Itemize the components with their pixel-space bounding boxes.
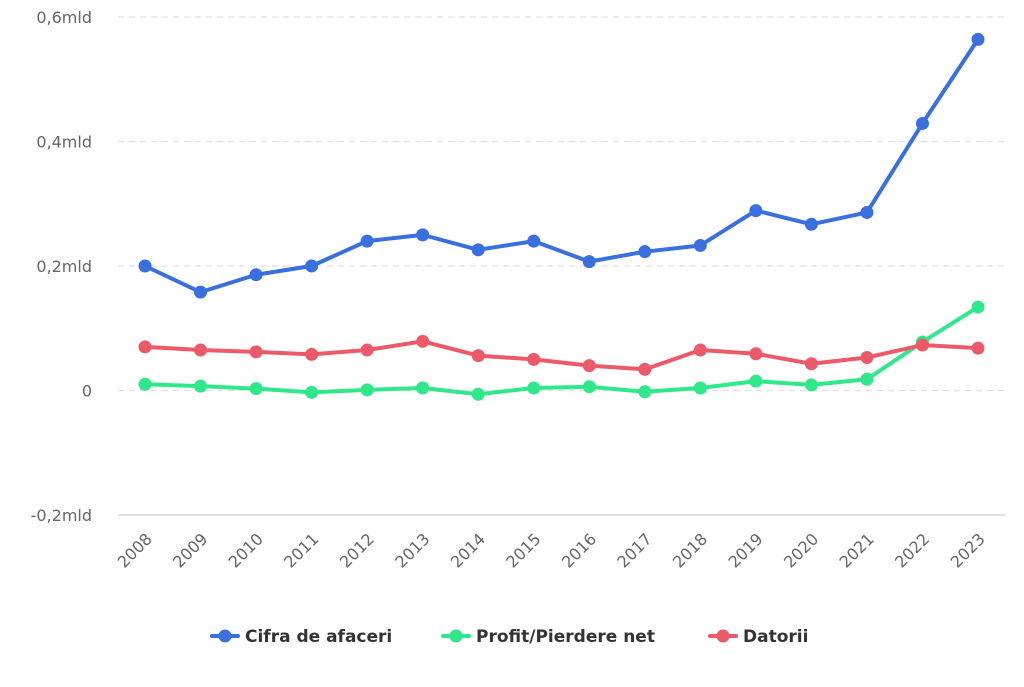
data-point[interactable] xyxy=(138,340,152,354)
data-point[interactable] xyxy=(860,372,874,386)
data-point[interactable] xyxy=(138,377,152,391)
legend: Cifra de afaceri Profit/Pierdere net Dator… xyxy=(210,627,808,647)
data-point[interactable] xyxy=(471,387,485,401)
series-line xyxy=(143,305,980,397)
x-tick-label: 2011 xyxy=(280,529,322,571)
legend-label: Cifra de afaceri xyxy=(245,627,392,647)
grid-layer xyxy=(118,16,1005,516)
series-line xyxy=(143,339,980,372)
data-point[interactable] xyxy=(305,347,319,361)
x-tick-label: 2017 xyxy=(613,529,655,571)
data-point[interactable] xyxy=(194,285,208,299)
x-tick-label: 2018 xyxy=(669,529,711,571)
data-point[interactable] xyxy=(693,238,707,252)
data-point[interactable] xyxy=(638,385,652,399)
y-tick-label: 0,6mld xyxy=(36,8,92,27)
data-point[interactable] xyxy=(416,334,430,348)
data-point[interactable] xyxy=(360,234,374,248)
y-tick-label: -0,2mld xyxy=(31,506,92,525)
data-point[interactable] xyxy=(582,255,596,269)
x-tick-label: 2015 xyxy=(502,529,544,571)
x-tick-label: 2020 xyxy=(780,529,822,571)
y-tick-label: 0 xyxy=(82,382,92,401)
x-tick-label: 2013 xyxy=(391,529,433,571)
data-point[interactable] xyxy=(860,205,874,219)
data-point[interactable] xyxy=(416,228,430,242)
data-point[interactable] xyxy=(527,352,541,366)
data-point[interactable] xyxy=(471,349,485,363)
data-point[interactable] xyxy=(693,343,707,357)
data-point[interactable] xyxy=(416,381,430,395)
x-tick-label: 2022 xyxy=(891,529,933,571)
series-layer xyxy=(138,32,985,401)
x-tick-label: 2012 xyxy=(336,529,378,571)
series-cifra-de-afaceri xyxy=(138,32,985,299)
data-point[interactable] xyxy=(249,345,263,359)
x-tick-label: 2019 xyxy=(724,529,766,571)
data-point[interactable] xyxy=(638,245,652,259)
data-point[interactable] xyxy=(305,259,319,273)
data-point[interactable] xyxy=(749,374,763,388)
data-point[interactable] xyxy=(194,343,208,357)
x-axis-labels: 2008 2009 2010 2011 2012 2013 2014 2015 2016 2017… xyxy=(114,529,989,571)
series-profit-pierdere-net xyxy=(138,300,985,401)
data-point[interactable] xyxy=(305,385,319,399)
data-point[interactable] xyxy=(749,204,763,218)
data-point[interactable] xyxy=(249,382,263,396)
data-point[interactable] xyxy=(471,243,485,257)
y-tick-label: 0,4mld xyxy=(36,133,92,152)
data-point[interactable] xyxy=(915,338,929,352)
x-tick-label: 2014 xyxy=(447,529,489,571)
legend-item[interactable]: Cifra de afaceri xyxy=(210,627,392,647)
data-point[interactable] xyxy=(693,381,707,395)
data-point[interactable] xyxy=(804,378,818,392)
series-datorii xyxy=(138,334,985,376)
data-point[interactable] xyxy=(804,217,818,231)
legend-marker-icon xyxy=(218,629,232,643)
legend-item[interactable]: Profit/Pierdere net xyxy=(441,627,655,647)
data-point[interactable] xyxy=(804,357,818,371)
legend-marker-icon xyxy=(449,629,463,643)
data-point[interactable] xyxy=(638,362,652,376)
series-line xyxy=(143,37,980,295)
x-tick-label: 2021 xyxy=(836,529,878,571)
data-point[interactable] xyxy=(971,300,985,314)
data-point[interactable] xyxy=(527,381,541,395)
legend-label: Profit/Pierdere net xyxy=(476,627,655,647)
legend-marker-icon xyxy=(716,629,730,643)
data-point[interactable] xyxy=(971,32,985,46)
data-point[interactable] xyxy=(860,351,874,365)
x-tick-label: 2023 xyxy=(947,529,989,571)
data-point[interactable] xyxy=(749,347,763,361)
data-point[interactable] xyxy=(360,383,374,397)
x-tick-label: 2009 xyxy=(169,529,211,571)
x-tick-label: 2016 xyxy=(558,529,600,571)
legend-item[interactable]: Datorii xyxy=(708,627,808,647)
data-point[interactable] xyxy=(582,380,596,394)
x-tick-label: 2010 xyxy=(225,529,267,571)
data-point[interactable] xyxy=(527,234,541,248)
data-point[interactable] xyxy=(360,343,374,357)
data-point[interactable] xyxy=(971,341,985,355)
data-point[interactable] xyxy=(249,268,263,282)
y-tick-label: 0,2mld xyxy=(36,257,92,276)
data-point[interactable] xyxy=(138,259,152,273)
legend-label: Datorii xyxy=(743,627,808,647)
data-point[interactable] xyxy=(194,379,208,393)
y-axis-labels: 0,6mld 0,4mld 0,2mld 0 -0,2mld xyxy=(31,8,92,525)
data-point[interactable] xyxy=(582,359,596,373)
x-tick-label: 2008 xyxy=(114,529,156,571)
data-point[interactable] xyxy=(915,116,929,130)
